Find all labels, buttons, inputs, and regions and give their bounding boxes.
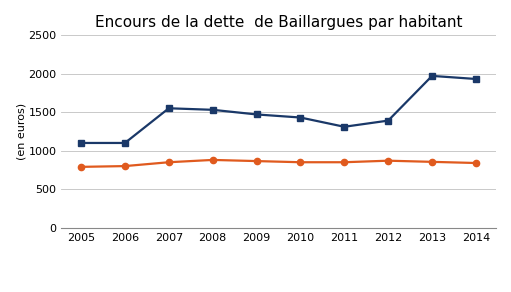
Y-axis label: (en euros): (en euros): [17, 103, 27, 160]
Baillargues: [473, 77, 479, 81]
Strate (communes comparables): [122, 164, 128, 168]
Baillargues: [341, 125, 347, 128]
Baillargues: [166, 107, 172, 110]
Baillargues: [297, 116, 304, 119]
Baillargues: [210, 108, 216, 112]
Line: Strate (communes comparables): Strate (communes comparables): [78, 157, 479, 170]
Baillargues: [429, 74, 435, 78]
Baillargues: [385, 119, 391, 122]
Strate (communes comparables): [385, 159, 391, 162]
Title: Encours de la dette  de Baillargues par habitant: Encours de la dette de Baillargues par h…: [95, 15, 462, 30]
Strate (communes comparables): [473, 161, 479, 165]
Strate (communes comparables): [78, 165, 84, 168]
Strate (communes comparables): [166, 161, 172, 164]
Strate (communes comparables): [253, 159, 260, 163]
Strate (communes comparables): [429, 160, 435, 164]
Baillargues: [78, 141, 84, 145]
Strate (communes comparables): [341, 161, 347, 164]
Line: Baillargues: Baillargues: [78, 73, 479, 146]
Strate (communes comparables): [297, 161, 304, 164]
Baillargues: [122, 141, 128, 145]
Baillargues: [253, 113, 260, 116]
Strate (communes comparables): [210, 158, 216, 162]
